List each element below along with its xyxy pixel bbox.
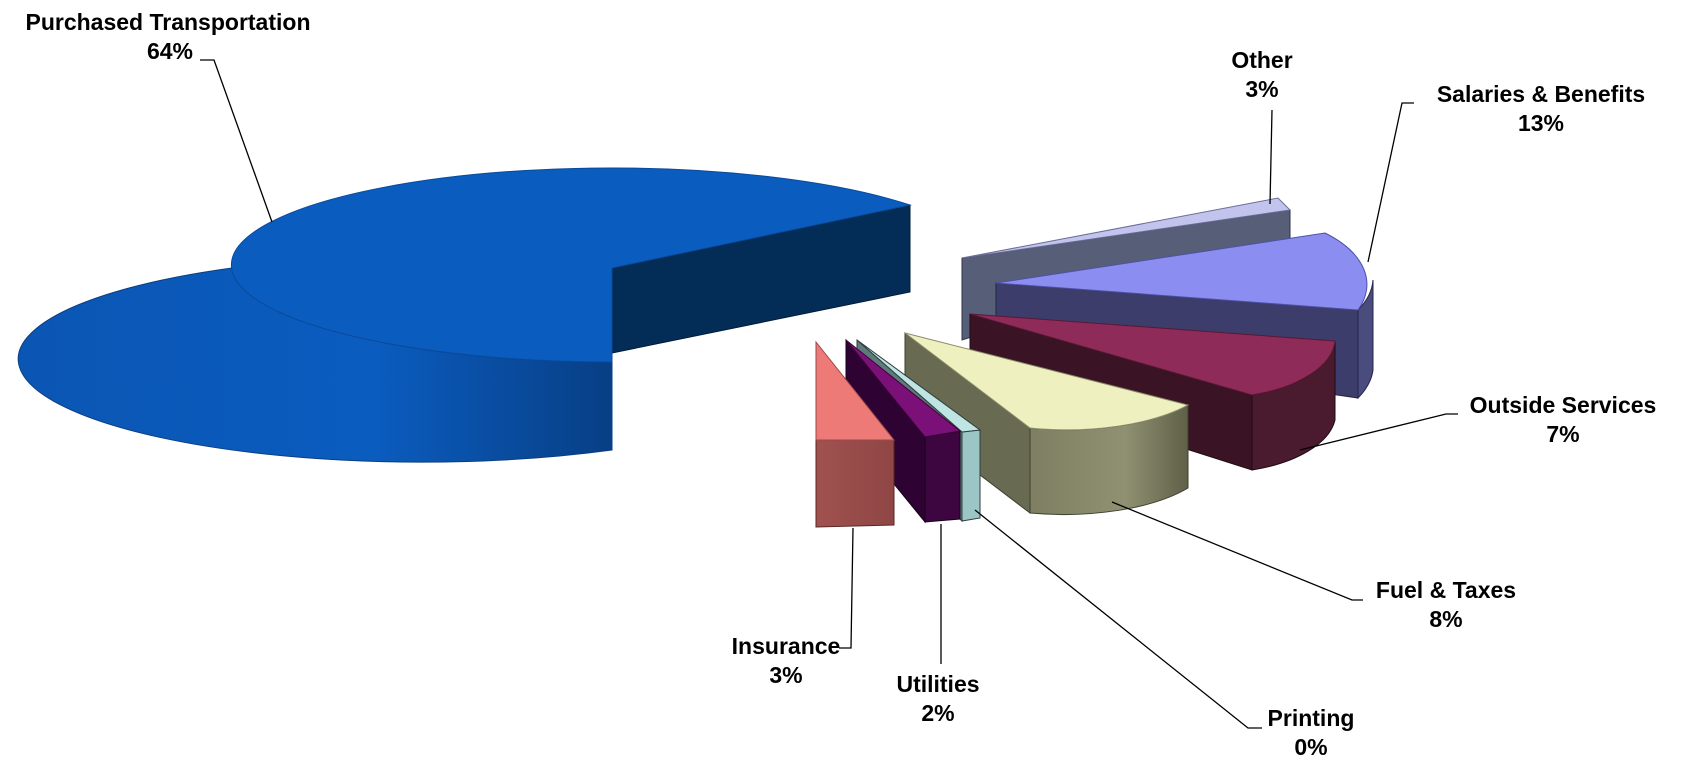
slice-fuel-taxes-top	[904, 332, 1190, 431]
leader-line-fuel-taxes	[1111, 501, 1363, 601]
pct-purchased-transportation: 64%	[147, 38, 193, 64]
leader-line-printing	[974, 509, 1262, 729]
slice-salaries-benefits-rim	[1357, 279, 1374, 400]
slice-outside-services-top	[969, 313, 1336, 396]
slice-insurance-side	[815, 439, 895, 528]
slice-insurance-top	[815, 340, 896, 441]
slice-other-top	[961, 197, 1292, 259]
slice-purchased-transportation	[17, 167, 912, 463]
label-outside-services: Outside Services	[1470, 392, 1657, 418]
slice-salaries-benefits-top	[995, 232, 1368, 311]
leader-line-other	[1269, 109, 1273, 205]
leader-line-salaries-benefits	[1367, 102, 1414, 263]
leader-line-insurance	[839, 527, 854, 649]
pct-printing: 0%	[1294, 734, 1327, 760]
pct-fuel-taxes: 8%	[1429, 606, 1462, 632]
pct-insurance: 3%	[769, 662, 802, 688]
label-insurance: Insurance	[732, 633, 841, 659]
pct-outside-services: 7%	[1546, 421, 1579, 447]
slice-utilities-rim	[924, 430, 961, 523]
pct-utilities: 2%	[921, 700, 954, 726]
label-salaries-benefits: Salaries & Benefits	[1437, 81, 1645, 107]
label-fuel-taxes: Fuel & Taxes	[1376, 577, 1516, 603]
data-labels: Purchased Transportation 64% Other 3% Sa…	[25, 9, 1656, 760]
label-other: Other	[1231, 47, 1292, 73]
leader-line-purchased-transportation	[200, 59, 273, 223]
slice-printing-top	[856, 339, 982, 433]
leader-line-outside-services	[1299, 413, 1458, 451]
slice-insurance	[815, 340, 896, 528]
pct-other: 3%	[1245, 76, 1278, 102]
label-utilities: Utilities	[896, 671, 979, 697]
leader-lines	[200, 59, 1458, 729]
slice-utilities-top	[845, 339, 962, 438]
slice-printing-rim	[961, 429, 981, 522]
label-printing: Printing	[1268, 705, 1355, 731]
slice-purchased-transportation-top	[230, 167, 912, 363]
pct-salaries-benefits: 13%	[1518, 110, 1564, 136]
label-purchased-transportation: Purchased Transportation	[25, 9, 310, 35]
